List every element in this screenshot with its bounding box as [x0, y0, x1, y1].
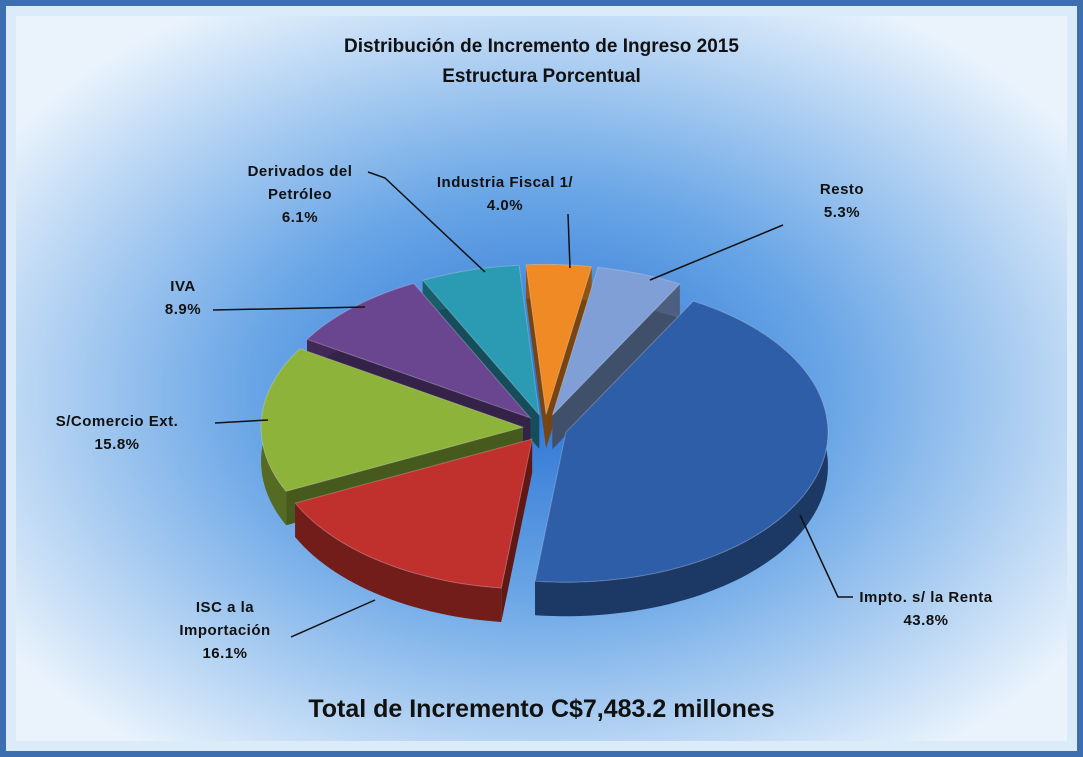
- category-label: IVA: [170, 278, 196, 295]
- chart-title: Distribución de Incremento de Ingreso 20…: [344, 36, 739, 57]
- leader-line: [367, 171, 486, 273]
- leader-line: [649, 224, 784, 281]
- value-label: 16.1%: [202, 645, 248, 662]
- category-label: S/Comercio Ext.: [55, 413, 179, 430]
- slice-side: [526, 264, 547, 449]
- slice: [260, 348, 525, 492]
- slice-label: Industria Fiscal 1/4.0%: [405, 171, 605, 217]
- leader-line: [799, 514, 853, 598]
- category-label: Derivados del Petróleo: [247, 163, 353, 203]
- slice-side: [501, 439, 533, 622]
- value-label: 43.8%: [903, 612, 949, 629]
- slice-wall: [295, 503, 502, 622]
- chart-subtitle: Estructura Porcentual: [442, 66, 641, 87]
- value-label: 5.3%: [823, 204, 861, 221]
- value-label: 15.8%: [94, 436, 140, 453]
- slice-wall: [535, 301, 828, 617]
- slice: [525, 263, 593, 415]
- value-label: 8.9%: [164, 301, 202, 318]
- category-label: Impto. s/ la Renta: [859, 589, 993, 606]
- annotation: Total de Incremento C$7,483.2 millones: [308, 695, 775, 723]
- leader-line: [567, 213, 571, 269]
- value-label: 6.1%: [281, 209, 319, 226]
- slice-label: Resto 5.3%: [802, 178, 882, 224]
- slice-label: Derivados del Petróleo 6.1%: [225, 160, 375, 229]
- slice: [421, 264, 540, 417]
- leader-lines: [212, 171, 853, 638]
- slice-label: Impto. s/ la Renta 43.8%: [826, 586, 1026, 632]
- slice-label: S/Comercio Ext. 15.8%: [32, 410, 202, 456]
- category-label: Industria Fiscal 1/: [436, 174, 574, 191]
- category-label: ISC a la Importación: [179, 599, 271, 639]
- leader-line: [214, 419, 269, 424]
- slice-label: ISC a la Importación 16.1%: [165, 596, 285, 665]
- leader-line: [290, 599, 376, 638]
- slice-label: IVA 8.9%: [153, 275, 213, 321]
- pie: [260, 263, 829, 622]
- slice: [551, 266, 681, 416]
- category-label: Resto: [819, 181, 865, 198]
- slice-side: [552, 284, 680, 450]
- leader-line: [212, 306, 366, 311]
- slice: [294, 438, 533, 589]
- value-label: 4.0%: [486, 197, 524, 214]
- slice: [534, 300, 829, 583]
